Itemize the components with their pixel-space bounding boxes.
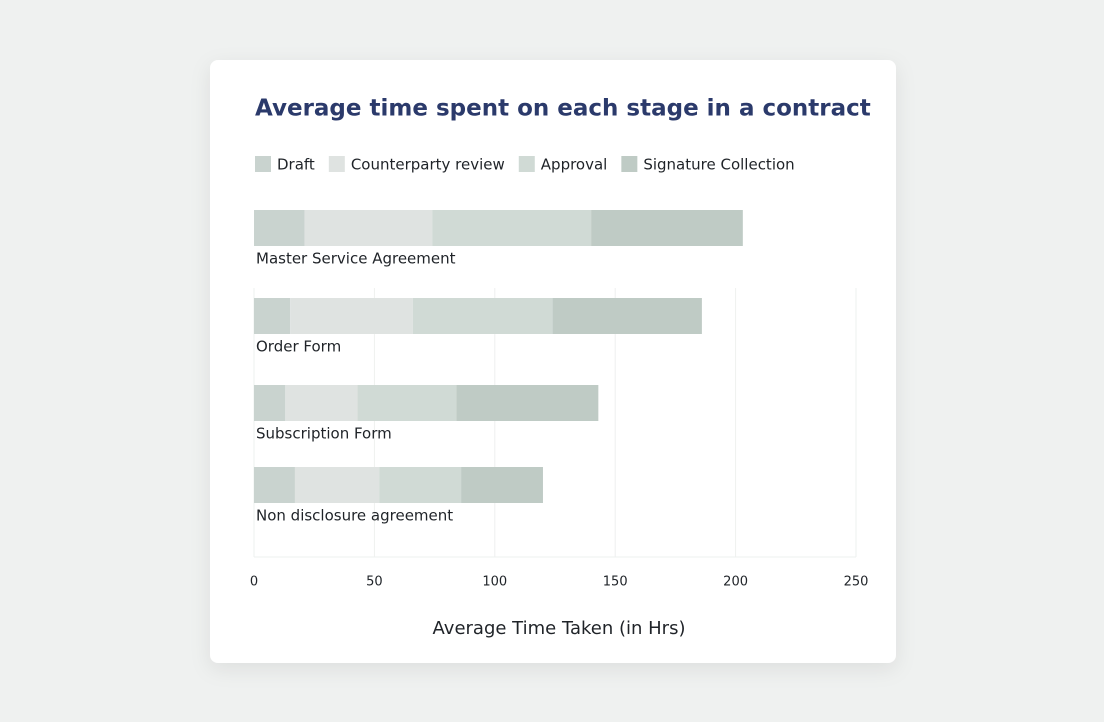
bar-segment <box>254 298 291 334</box>
x-tick-label: 0 <box>250 575 258 590</box>
bar-segment <box>456 385 599 421</box>
legend-label: Signature Collection <box>643 156 794 174</box>
bar-segment <box>304 210 433 246</box>
bar-segment <box>285 385 358 421</box>
bar-segment <box>254 467 295 503</box>
legend-label: Draft <box>277 156 315 174</box>
bar-segment <box>432 210 592 246</box>
chart-title: Average time spent on each stage in a co… <box>255 96 871 122</box>
bar-segment <box>461 467 543 503</box>
card <box>210 60 896 663</box>
grid: 0 50 100 150 200 250 <box>250 288 869 590</box>
category-label: Master Service Agreement <box>256 250 456 268</box>
category-label: Order Form <box>256 338 341 356</box>
legend-swatch <box>621 156 638 172</box>
bar-segment <box>294 467 380 503</box>
legend-swatch <box>328 156 345 172</box>
legend-swatch <box>518 156 535 172</box>
bar-segment <box>412 298 553 334</box>
bar-segment <box>254 385 286 421</box>
x-tick-label: 150 <box>603 575 628 590</box>
bar-segment <box>591 210 743 246</box>
legend-swatch <box>255 156 271 172</box>
bar-segment <box>290 298 413 334</box>
legend: Draft Counterparty review Approval Signatur… <box>255 156 795 174</box>
bar-segment <box>357 385 457 421</box>
x-tick-label: 100 <box>482 575 507 590</box>
x-tick-label: 250 <box>844 575 869 590</box>
x-tick-label: 50 <box>366 575 383 590</box>
bar-segment <box>379 467 462 503</box>
bar-segment <box>552 298 702 334</box>
legend-label: Counterparty review <box>351 156 505 174</box>
x-axis-label: Average Time Taken (in Hrs) <box>433 618 686 639</box>
x-tick-label: 200 <box>723 575 748 590</box>
bars: Master Service Agreement Order Form Subscr… <box>254 210 743 525</box>
bar-segment <box>254 210 305 246</box>
category-label: Non disclosure agreement <box>256 507 453 525</box>
category-label: Subscription Form <box>256 425 392 443</box>
legend-label: Approval <box>541 156 608 174</box>
